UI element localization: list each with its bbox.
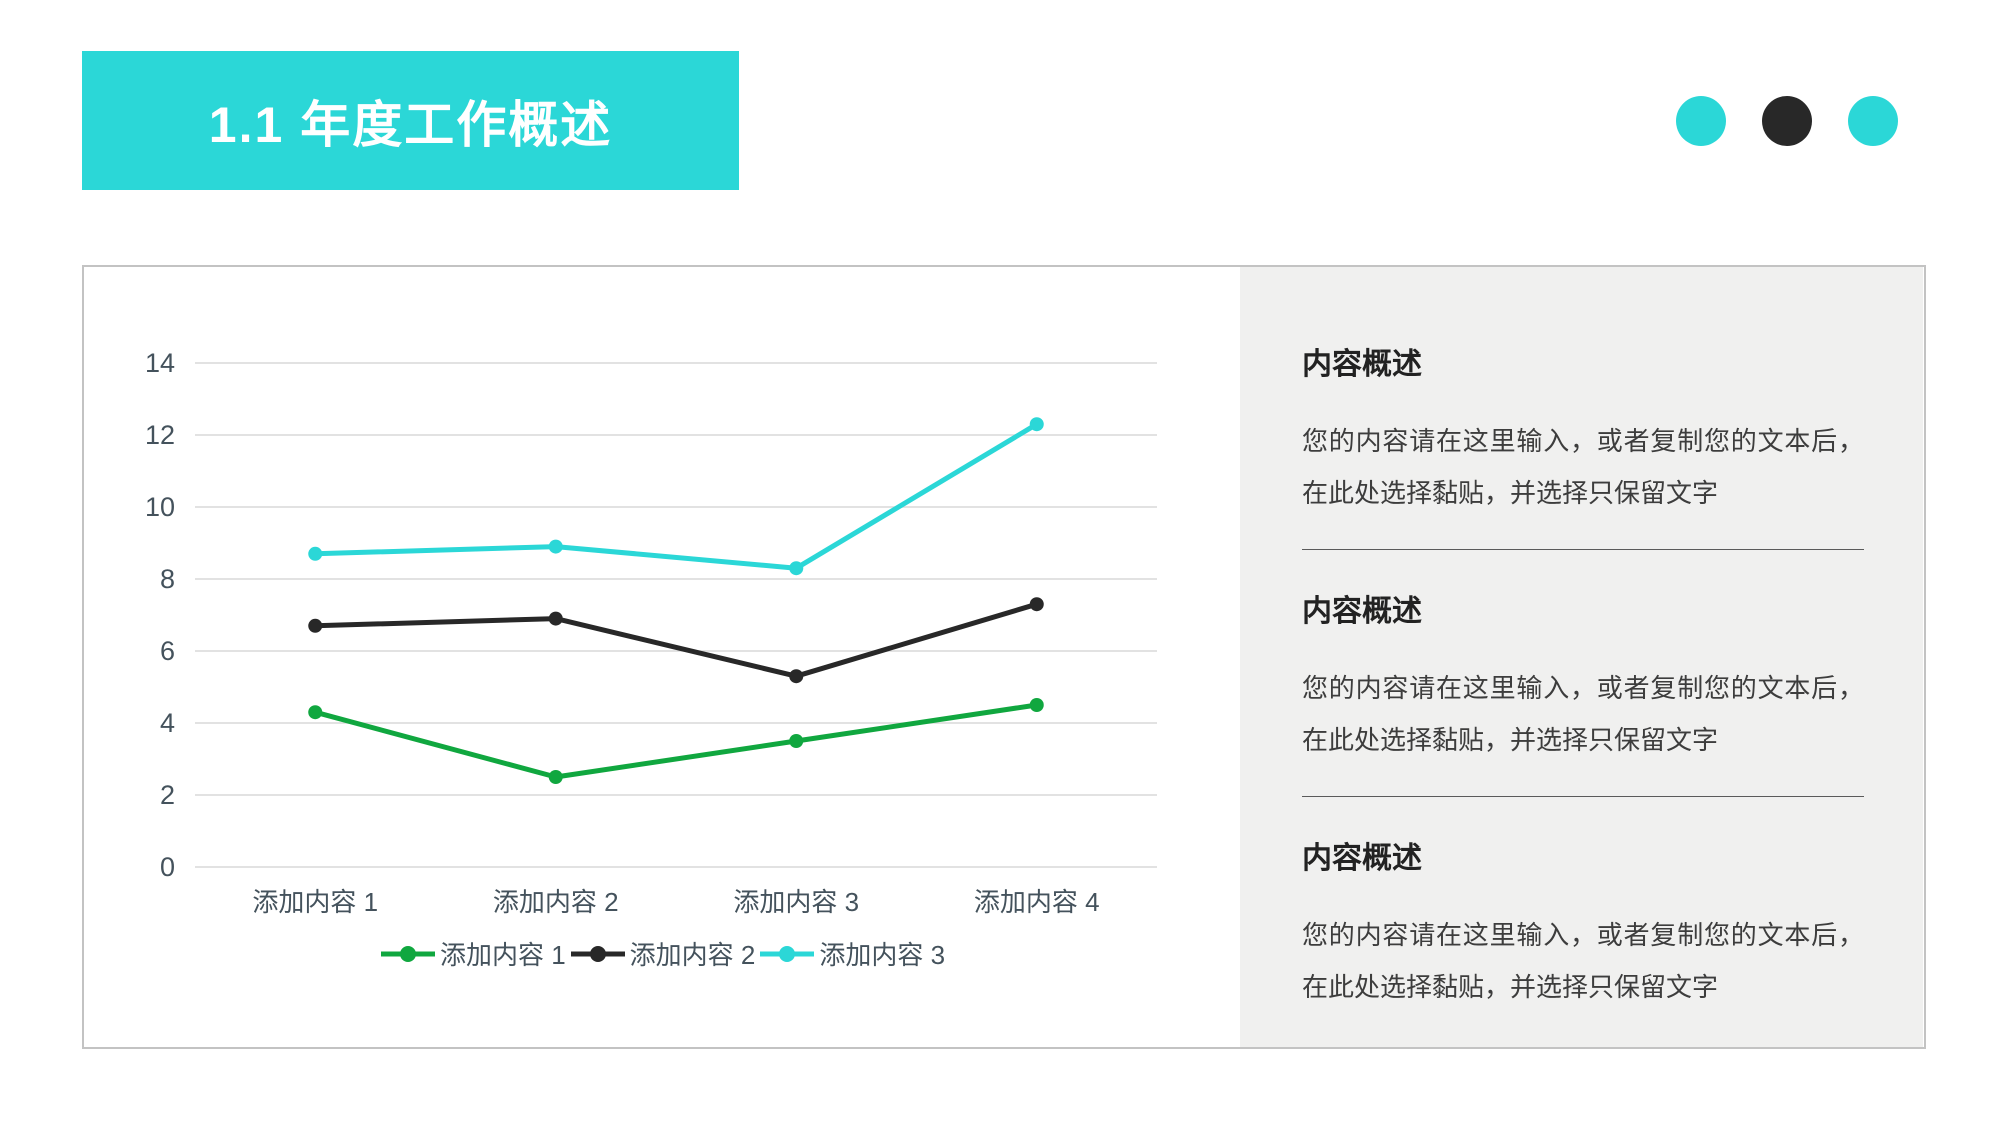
section-body: 您的内容请在这里输入，或者复制您的文本后，在此处选择黏贴，并选择只保留文字 [1302,426,1864,508]
decor-dots [1676,96,1898,146]
x-tick-label: 添加内容 1 [252,887,378,917]
y-tick-label: 8 [160,564,175,594]
data-point [1029,597,1044,612]
data-point [548,770,563,784]
data-point [1029,417,1044,432]
slide-title-block: 1.1 年度工作概述 [82,51,739,190]
legend-item: 添加内容 3 [758,935,945,972]
data-point [548,539,563,554]
legend-label: 添加内容 3 [819,940,946,970]
legend-item: 添加内容 1 [379,935,566,972]
legend-label: 添加内容 2 [629,940,756,970]
section-heading: 内容概述 [1302,842,1422,875]
decor-circle-icon [1676,96,1726,146]
text-panel: 内容概述 您的内容请在这里输入，或者复制您的文本后，在此处选择黏贴，并选择只保留… [1240,267,1923,1047]
y-tick-label: 12 [145,420,175,450]
data-point [308,618,323,633]
series-line-2 [312,601,1040,679]
panel-section: 内容概述 您的内容请在这里输入，或者复制您的文本后，在此处选择黏贴，并选择只保留… [1302,339,1864,519]
section-body: 您的内容请在这里输入，或者复制您的文本后，在此处选择黏贴，并选择只保留文字 [1302,920,1864,1002]
section-divider [1302,549,1864,550]
legend-marker-icon [570,945,625,962]
data-point [548,611,563,626]
content-card: 0 2 4 6 8 10 12 14 添加内容 1 添加内容 2 添加内容 3 添加内容 4 添加内容… [82,265,1926,1049]
section-divider [1302,796,1864,797]
x-tick-label: 添加内容 2 [493,887,619,917]
chart-legend: 添加内容 1 添加内容 2 添加内容 3 [84,935,1240,972]
series-line-1 [312,702,1040,780]
legend-marker-icon [760,945,815,962]
y-tick-label: 0 [160,852,175,882]
section-body: 您的内容请在这里输入，或者复制您的文本后，在此处选择黏贴，并选择只保留文字 [1302,673,1864,755]
decor-circle-icon [1762,96,1812,146]
line-chart: 0 2 4 6 8 10 12 14 添加内容 1 添加内容 2 添加内容 3 添加内容 4 [145,348,1157,917]
panel-section: 内容概述 您的内容请在这里输入，或者复制您的文本后，在此处选择黏贴，并选择只保留… [1302,586,1864,766]
y-tick-label: 14 [145,348,175,378]
x-tick-label: 添加内容 4 [974,887,1100,917]
data-point [789,734,804,748]
y-tick-label: 10 [145,492,175,522]
panel-section: 内容概述 您的内容请在这里输入，或者复制您的文本后，在此处选择黏贴，并选择只保留… [1302,833,1864,1013]
data-point [308,546,323,561]
series-line-3 [312,421,1040,571]
decor-circle-icon [1848,96,1898,146]
x-tick-label: 添加内容 3 [733,887,859,917]
data-point [1029,698,1044,712]
data-point [789,669,804,684]
y-tick-label: 6 [160,636,175,666]
section-heading: 内容概述 [1302,595,1422,628]
legend-item: 添加内容 2 [569,935,756,972]
section-heading: 内容概述 [1302,348,1422,381]
data-point [308,705,323,720]
data-point [789,561,804,576]
y-tick-label: 4 [160,708,175,738]
y-tick-label: 2 [160,780,175,810]
legend-marker-icon [380,945,435,962]
page-title: 1.1 年度工作概述 [208,96,613,153]
legend-label: 添加内容 1 [439,940,566,970]
